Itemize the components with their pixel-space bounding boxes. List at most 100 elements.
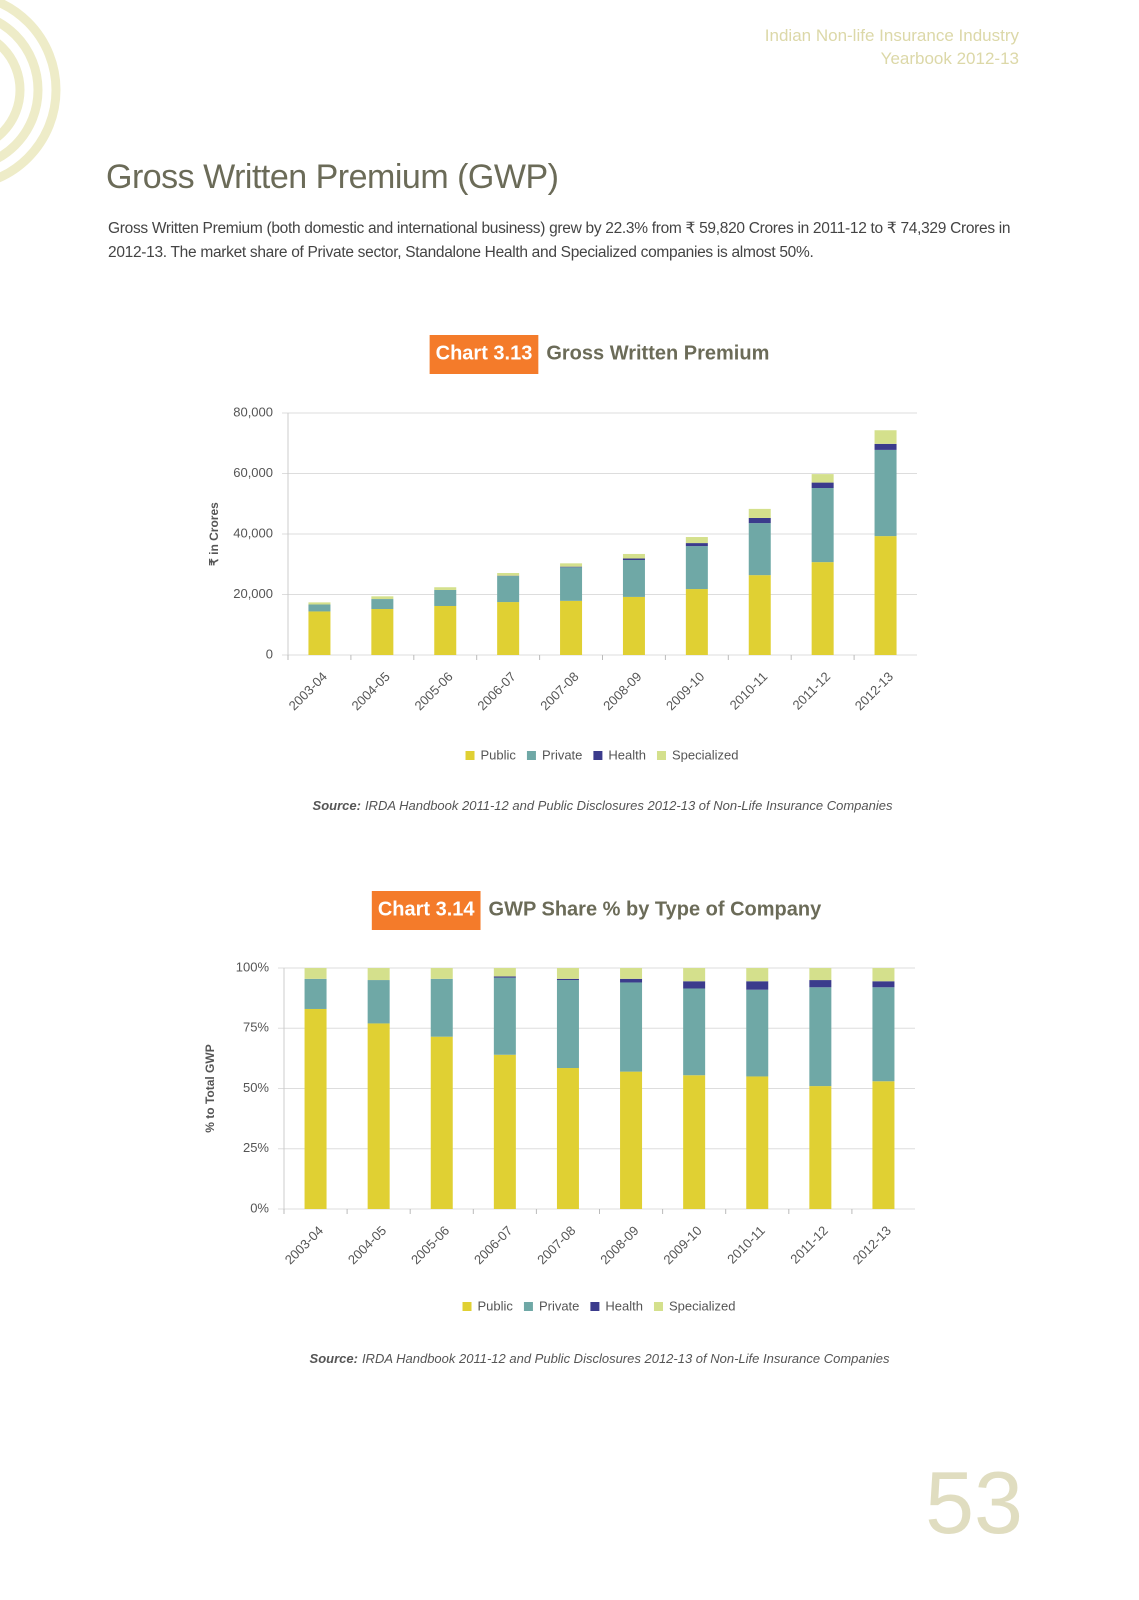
bar-segment [308,602,331,605]
bar-segment [872,968,895,982]
bar-segment [556,980,579,1069]
bar-segment [493,968,516,977]
y-tick-label: 100% [236,959,270,974]
chart-number: Chart 3.14 [378,898,476,920]
bar-segment [497,576,520,603]
header: Indian Non-life Insurance Industry Yearb… [765,24,1019,70]
bar-segment [308,604,331,612]
source-label: Source: [313,798,361,813]
bar-segment [809,987,832,1087]
legend-label: Health [605,1298,643,1313]
x-tick-label: 2010-11 [727,669,771,713]
page-number: 53 [925,1453,1023,1552]
legend-swatch [462,1302,472,1311]
chart-title: Gross Written Premium [546,342,769,364]
x-tick-label: 2003-04 [286,669,330,713]
x-tick-label: 2012-13 [850,1223,894,1267]
bar-segment [872,987,895,1082]
legend-swatch [593,751,603,760]
x-tick-label: 2012-13 [852,669,896,713]
bar-segment [622,553,645,559]
bar-segment [560,566,583,568]
bar-segment [746,981,769,990]
y-tick-label: 50% [243,1080,269,1095]
header-line: Yearbook 2012-13 [880,49,1019,68]
bar-segment [746,989,769,1077]
bar-segment [872,1081,895,1209]
x-tick-label: 2009-10 [660,1223,704,1267]
y-tick-label: 20,000 [233,586,273,601]
bar-segment [685,543,708,547]
bar-segment [746,1076,769,1209]
bar-segment [620,978,643,983]
y-tick-label: 40,000 [233,525,273,540]
bar-segment [683,968,706,982]
bar-segment [434,587,457,590]
legend-swatch [465,751,475,760]
bar-segment [560,567,583,601]
bar-segment [748,508,771,518]
legend-label: Health [608,747,646,762]
bar-segment [371,596,394,600]
bar-segment [811,474,834,483]
legend-label: Specialized [672,747,739,762]
x-tick-label: 2010-11 [724,1223,768,1267]
bar-segment [683,1075,706,1209]
y-axis-label: % to Total GWP [203,1044,217,1132]
bar-segment [367,980,390,1024]
bar-segment [493,1054,516,1209]
bar-segment [493,977,516,1055]
bar-segment [622,560,645,597]
bar-segment [304,968,327,979]
source: Source: IRDA Handbook 2011-12 and Public … [310,1351,890,1366]
legend-label: Private [539,1298,579,1313]
x-tick-label: 2006-07 [471,1223,515,1267]
y-tick-label: 0 [266,646,273,661]
bar-segment [493,976,516,978]
source-text: IRDA Handbook 2011-12 and Public Disclos… [365,798,893,813]
bar-segment [556,968,579,979]
y-tick-label: 60,000 [233,465,273,480]
x-tick-label: 2003-04 [282,1223,326,1267]
bar-segment [371,599,394,610]
y-tick-label: 25% [243,1140,269,1155]
bar-segment [560,600,583,655]
bar-segment [809,1086,832,1209]
bar-segment [497,573,520,576]
x-tick-label: 2004-05 [345,1223,389,1267]
bar-segment [683,988,706,1076]
source: Source: IRDA Handbook 2011-12 and Public … [313,798,893,813]
bar-segment [748,523,771,576]
bar-segment [371,609,394,655]
bar-segment [809,980,832,988]
bar-segment [367,1023,390,1209]
bar-segment [308,611,331,655]
y-tick-label: 0% [250,1200,269,1215]
x-tick-label: 2011-12 [790,669,834,713]
x-tick-label: 2009-10 [663,669,707,713]
y-axis-label: ₹ in Crores [207,502,221,566]
y-tick-label: 75% [243,1020,269,1035]
bar-segment [874,449,897,537]
bar-segment [430,1036,453,1209]
bar-segment [620,982,643,1072]
bar-segment [683,981,706,989]
decoration [0,0,61,183]
bar-segment [685,546,708,590]
x-tick-label: 2004-05 [349,669,393,713]
bar-segment [874,443,897,450]
legend-swatch [590,1302,600,1311]
bar-segment [746,968,769,982]
bar-segment [811,482,834,489]
bar-segment [874,430,897,444]
y-tick-label: 80,000 [233,404,273,419]
bar-segment [811,562,834,655]
chart-number-box [371,891,481,930]
x-tick-label: 2007-08 [537,669,581,713]
source-text: IRDA Handbook 2011-12 and Public Disclos… [362,1351,890,1366]
bar-segment [560,563,583,567]
bar-segment [620,1071,643,1209]
legend-swatch [653,1302,663,1311]
chart-number-box [429,335,539,374]
